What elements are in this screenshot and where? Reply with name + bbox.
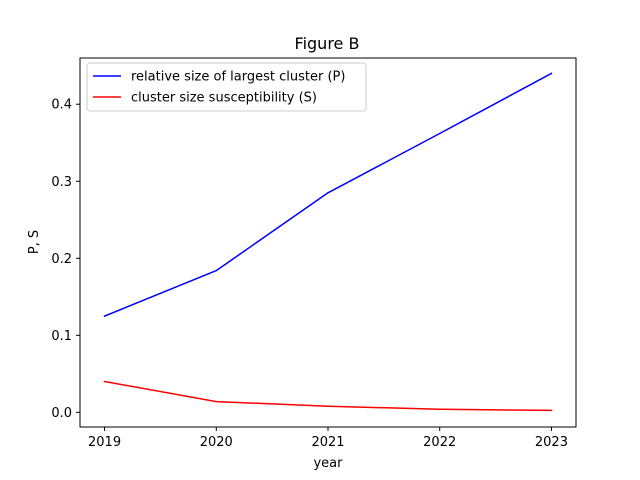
x-tick-label-2: 2021 [311,435,344,450]
series-line-1 [103,380,553,412]
series-layer [103,72,553,412]
y-tick-label-2: 0.2 [51,252,72,267]
x-tick-label-0: 2019 [88,435,121,450]
y-tick-label-0: 0.0 [51,406,72,421]
series-line-0 [103,72,553,318]
x-axis: 2019 2020 2021 2022 2023 [88,427,568,450]
chart-title: Figure B [295,34,360,53]
legend-label-1: cluster size susceptibility (S) [131,91,317,106]
y-axis-label: P, S [27,230,42,254]
x-tick-label-4: 2023 [535,435,568,450]
x-axis-label: year [313,456,343,471]
legend: relative size of largest cluster (P) clus… [86,62,367,112]
legend-label-0: relative size of largest cluster (P) [131,70,345,85]
y-tick-label-4: 0.4 [51,98,72,113]
plot-area [80,58,576,427]
y-axis: 0.0 0.1 0.2 0.3 0.4 [51,98,80,421]
y-tick-label-1: 0.1 [51,329,72,344]
y-tick-label-3: 0.3 [51,175,72,190]
legend-box [86,62,367,112]
x-tick-label-1: 2020 [200,435,233,450]
x-tick-label-3: 2022 [423,435,456,450]
